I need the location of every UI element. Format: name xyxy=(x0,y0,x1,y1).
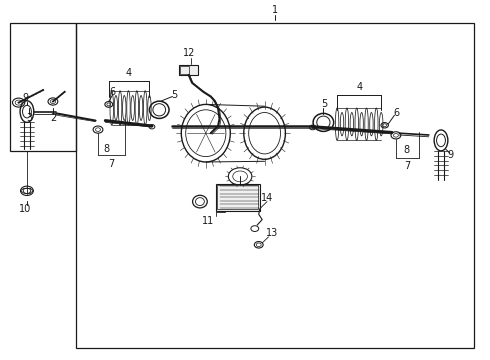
Text: 7: 7 xyxy=(405,161,411,171)
Bar xyxy=(179,65,198,75)
Text: 6: 6 xyxy=(110,87,116,97)
Text: 8: 8 xyxy=(404,145,410,156)
Text: 8: 8 xyxy=(104,144,110,154)
Text: 13: 13 xyxy=(266,228,278,238)
Bar xyxy=(10,23,76,151)
Text: 11: 11 xyxy=(202,216,215,226)
Text: 10: 10 xyxy=(20,204,32,214)
Text: 9: 9 xyxy=(448,150,454,160)
Text: 1: 1 xyxy=(272,5,278,15)
Text: 5: 5 xyxy=(321,99,327,109)
Bar xyxy=(180,66,189,74)
Text: 2: 2 xyxy=(50,113,56,123)
Text: 3: 3 xyxy=(26,113,32,123)
Text: 4: 4 xyxy=(356,82,362,92)
Text: 9: 9 xyxy=(23,93,28,103)
Text: 14: 14 xyxy=(261,193,273,203)
Text: 12: 12 xyxy=(182,48,195,58)
Text: 6: 6 xyxy=(394,108,400,118)
Text: 7: 7 xyxy=(109,159,115,169)
Bar xyxy=(76,23,474,348)
Text: 5: 5 xyxy=(171,90,177,100)
Text: 4: 4 xyxy=(126,68,132,78)
Bar xyxy=(217,185,258,209)
Bar xyxy=(216,184,260,211)
